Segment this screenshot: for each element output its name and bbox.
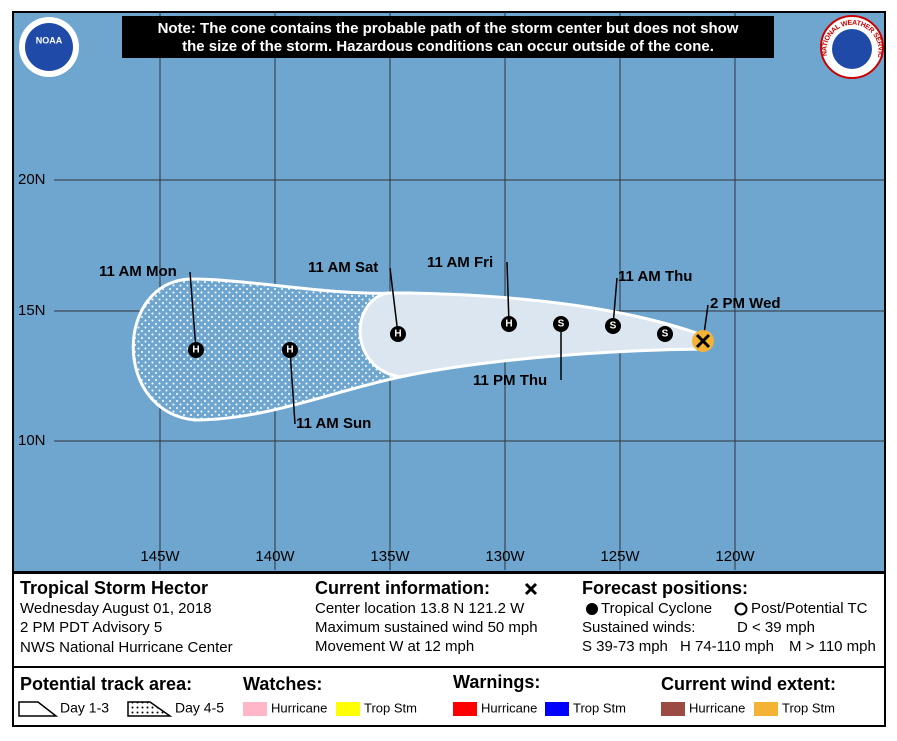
swatch: [754, 702, 778, 716]
leader: [289, 349, 296, 425]
storm-name: Tropical Storm Hector: [20, 578, 208, 598]
current-line: Center location 13.8 N 121.2 W: [315, 600, 525, 617]
legend-item: Hurricane: [481, 700, 537, 715]
legend-title: Watches:: [243, 674, 322, 694]
legend-item: Trop Stm: [364, 700, 417, 715]
swatch: [336, 702, 360, 716]
info-line: Wednesday August 01, 2018: [20, 600, 212, 617]
legend-item: Hurricane: [689, 700, 745, 715]
track-label: 11 AM Mon: [99, 263, 177, 280]
track-label: 11 AM Sat: [308, 259, 378, 276]
current-title: Current information:: [315, 578, 490, 598]
track-label: 11 AM Fri: [427, 254, 493, 271]
marker-symbol: H: [286, 345, 293, 356]
legend-item: Day 4-5: [175, 700, 224, 716]
day45-swatch: [127, 701, 173, 717]
marker-symbol: S: [558, 319, 565, 330]
legend-title: Warnings:: [453, 672, 540, 692]
lat-label: 15N: [18, 302, 46, 319]
forecast-line: Post/Potential TC: [751, 600, 868, 617]
lon-label: 140W: [255, 548, 295, 565]
leader: [612, 277, 618, 327]
lat-labels: 20N 15N 10N: [18, 171, 46, 449]
lat-label: 10N: [18, 432, 46, 449]
track-labels: 2 PM Wed 11 AM Thu 11 PM Thu 11 AM Fri 1…: [99, 254, 781, 432]
swatch: [243, 702, 267, 716]
swatch: [453, 702, 477, 716]
marker: [282, 342, 298, 358]
legend-item: Trop Stm: [573, 700, 626, 715]
legend-title: Current wind extent:: [661, 674, 836, 694]
forecast-line: Sustained winds:: [582, 619, 695, 636]
grid: [54, 12, 885, 570]
track-markers: S S S H H H H: [188, 316, 673, 358]
leader: [389, 267, 399, 335]
legend-title: Potential track area:: [20, 674, 192, 694]
marker-symbol: S: [662, 329, 669, 340]
legend-item: Day 1-3: [60, 700, 109, 716]
current-position: [692, 330, 714, 352]
marker-symbol: H: [192, 345, 199, 356]
marker: [553, 316, 569, 332]
current-marker: [695, 333, 711, 349]
marker: [501, 316, 517, 332]
lon-labels: 145W 140W 135W 130W 125W 120W: [140, 548, 755, 565]
logo-disc: [832, 29, 872, 69]
marker: [605, 318, 621, 334]
track-label: 11 PM Thu: [473, 372, 547, 389]
swatch: [661, 702, 685, 716]
forecast-line: Tropical Cyclone: [601, 600, 712, 617]
current-line: Movement W at 12 mph: [315, 638, 474, 655]
track-label: 2 PM Wed: [710, 295, 781, 312]
lat-label: 20N: [18, 171, 46, 188]
marker: [188, 342, 204, 358]
label-leaders: [189, 261, 709, 425]
forecast-line: S 39-73 mph: [582, 638, 668, 655]
forecast-line: H 74-110 mph: [680, 638, 774, 655]
note-line: the size of the storm. Hazardous conditi…: [182, 38, 714, 55]
leader: [189, 271, 197, 351]
legend-item: Trop Stm: [782, 700, 835, 715]
lon-label: 120W: [715, 548, 755, 565]
legend-item: Hurricane: [271, 700, 327, 715]
legend-box: [12, 572, 886, 727]
lon-label: 145W: [140, 548, 180, 565]
note-line: Note: The cone contains the probable pat…: [158, 20, 739, 37]
logo-text: NOAA: [36, 35, 63, 45]
tc-symbol: [586, 603, 598, 615]
track-label: 11 AM Sun: [296, 415, 371, 432]
info-line: 2 PM PDT Advisory 5: [20, 619, 162, 636]
cone-day-4-5: [131, 277, 402, 422]
noaa-logo: NOAA: [19, 17, 79, 77]
current-line: Maximum sustained wind 50 mph: [315, 619, 538, 636]
map-ocean: [12, 11, 886, 573]
marker: [657, 326, 673, 342]
marker-symbol: H: [394, 329, 401, 340]
leader: [506, 261, 510, 325]
forecast-line: M > 110 mph: [789, 638, 876, 655]
marker: [390, 326, 406, 342]
swatch: [545, 702, 569, 716]
lon-label: 125W: [600, 548, 640, 565]
marker-symbol: H: [505, 319, 512, 330]
info-line: NWS National Hurricane Center: [20, 639, 233, 656]
day13-swatch: [18, 701, 59, 717]
current-symbol: [524, 582, 538, 596]
logo-disc: [25, 23, 73, 71]
note-box: [122, 16, 774, 58]
lon-label: 130W: [485, 548, 525, 565]
lon-label: 135W: [370, 548, 410, 565]
forecast-line: D < 39 mph: [737, 619, 815, 636]
forecast-title: Forecast positions:: [582, 578, 748, 598]
cone-day-1-3: [358, 291, 707, 379]
marker-symbol: S: [610, 321, 617, 332]
ptc-symbol: [734, 602, 748, 616]
track-label: 11 AM Thu: [618, 268, 692, 285]
